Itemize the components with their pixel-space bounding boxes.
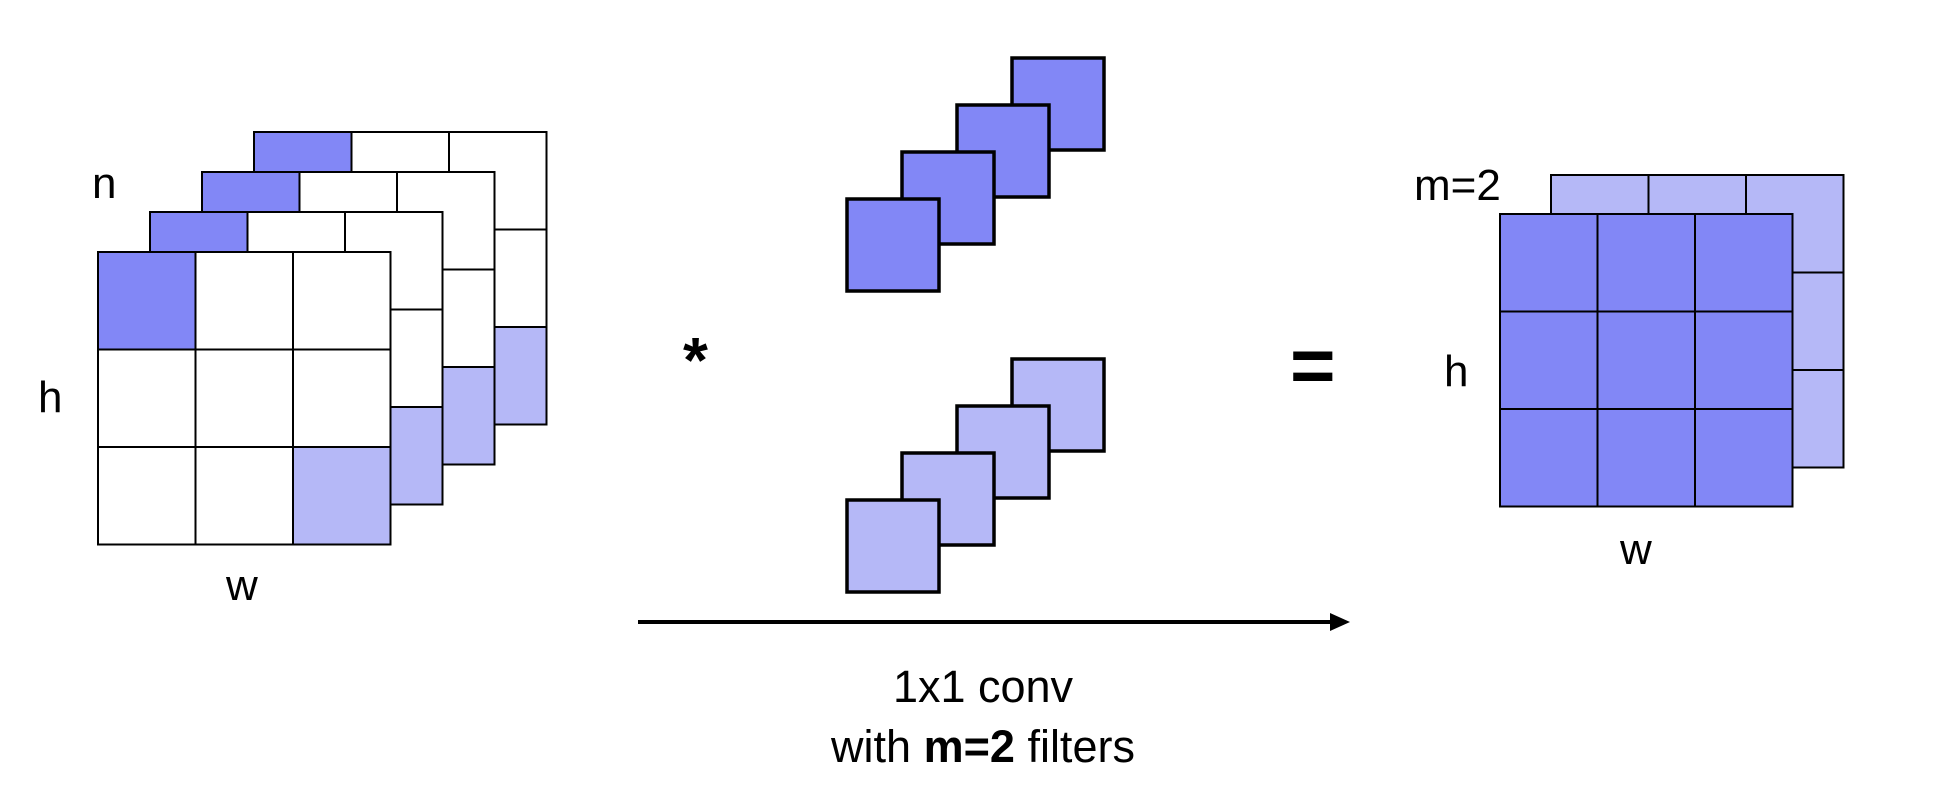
convolution-operator: * [683, 324, 708, 396]
input-cell [97, 446, 197, 546]
output-cell [1596, 310, 1696, 410]
output-cell [1499, 310, 1599, 410]
input-cell [194, 348, 294, 448]
output-cell [1694, 310, 1794, 410]
equals-sign: = [1290, 321, 1336, 409]
output-cell [1499, 408, 1599, 508]
output-tensor-stack [1499, 174, 1845, 508]
filter-2-square-1 [845, 498, 941, 594]
output-cell [1694, 408, 1794, 508]
caption-line-1: 1x1 conv [893, 661, 1074, 712]
input-height-label: h [38, 373, 62, 422]
input-width-label: w [225, 561, 258, 610]
output-layer-1 [1499, 213, 1794, 508]
caption-line-2: with m=2 filters [830, 721, 1135, 772]
input-cell [194, 446, 294, 546]
caption-suffix: filters [1027, 721, 1135, 772]
input-tensor-stack [97, 131, 548, 546]
filter-group-2 [845, 357, 1106, 594]
output-width-label: w [1619, 525, 1652, 574]
output-cell [1499, 213, 1599, 313]
input-depth-label: n [92, 159, 116, 208]
input-cell [97, 251, 197, 351]
output-height-label: h [1444, 347, 1468, 396]
input-cell [97, 348, 197, 448]
arrow-head [1330, 613, 1350, 631]
caption-prefix: with [830, 721, 911, 772]
output-depth-label: m=2 [1414, 161, 1501, 210]
output-cell [1596, 408, 1696, 508]
input-cell [292, 251, 392, 351]
input-layer-1 [97, 251, 392, 546]
caption-bold: m=2 [924, 721, 1015, 772]
filter-group-1 [845, 56, 1106, 293]
input-cell [292, 446, 392, 546]
input-cell [292, 348, 392, 448]
output-cell [1596, 213, 1696, 313]
input-cell [194, 251, 294, 351]
output-cell [1694, 213, 1794, 313]
filter-1-square-1 [845, 197, 941, 293]
